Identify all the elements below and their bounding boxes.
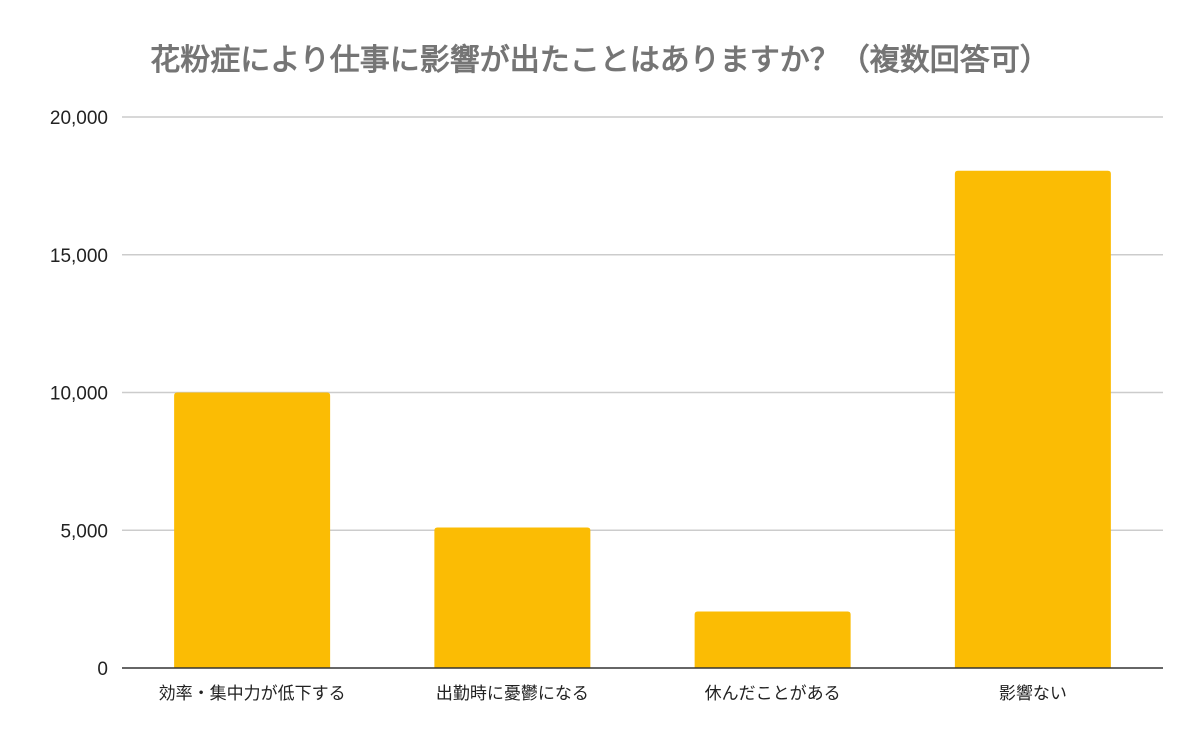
x-tick-label: 休んだことがある <box>705 684 841 704</box>
bars <box>174 170 1111 668</box>
bar-2 <box>434 527 591 668</box>
bar-3 <box>694 611 851 668</box>
y-tick-label: 10,000 <box>50 384 108 405</box>
x-axis: 効率・集中力が低下する 出勤時に憂鬱になる 休んだことがある 影響ない <box>122 667 1163 704</box>
bar-1 <box>174 392 331 668</box>
y-tick-label: 20,000 <box>50 108 108 129</box>
bar-4 <box>954 170 1111 668</box>
x-tick-label: 効率・集中力が低下する <box>159 684 346 704</box>
y-tick-label: 15,000 <box>50 246 108 267</box>
y-tick-label: 5,000 <box>60 521 108 542</box>
x-tick-label: 出勤時に憂鬱になる <box>436 684 589 704</box>
chart-title: 花粉症により仕事に影響が出たことはありますか？（複数回答可） <box>150 43 1049 78</box>
x-tick-label: 影響ない <box>999 684 1067 704</box>
y-axis: 0 5,000 10,000 15,000 20,000 <box>50 108 108 680</box>
y-tick-label: 0 <box>97 659 108 680</box>
